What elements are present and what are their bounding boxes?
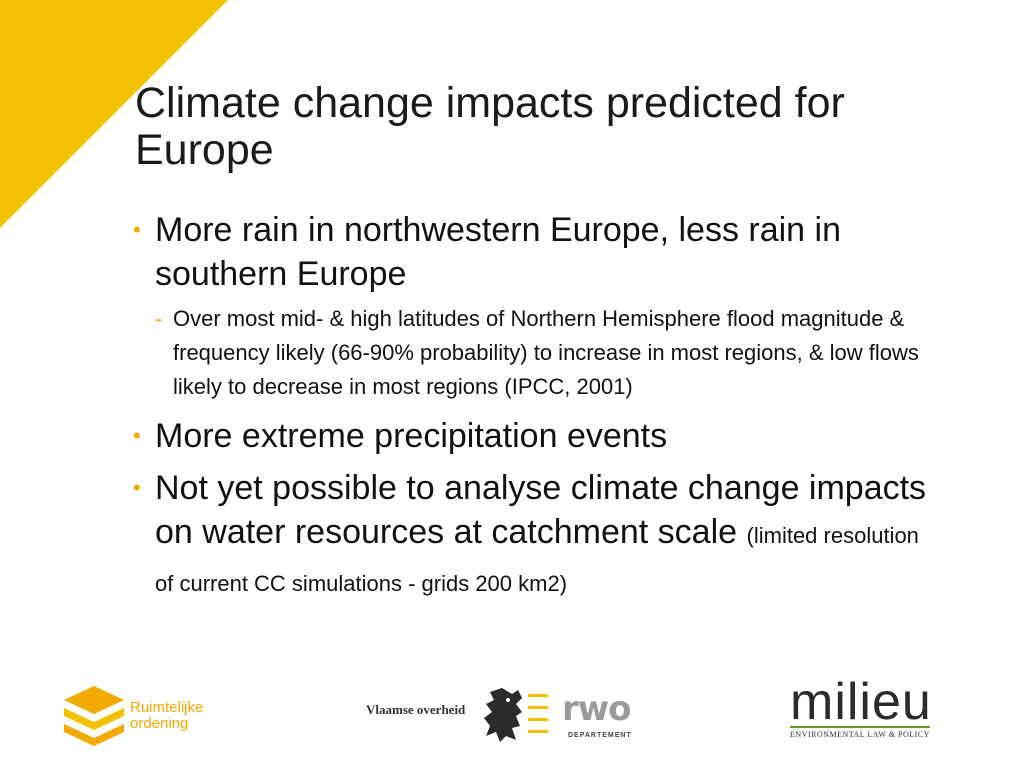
bullet-note: (limited resolution of current CC simula…: [155, 523, 919, 596]
slide-body: • More rain in northwestern Europe, less…: [133, 208, 933, 606]
rwo-departement-logo: rwo DEPARTEMENT: [562, 692, 640, 746]
bullet-dot-icon: •: [133, 217, 141, 242]
bullet-item: • More rain in northwestern Europe, less…: [133, 208, 933, 296]
yellow-stripes-icon: [528, 694, 548, 733]
bullet-text: Not yet possible to analyse climate chan…: [155, 469, 927, 551]
vlaamse-overheid-text: Vlaamse overheid: [366, 702, 466, 717]
footer-logos: Ruimtelijke ordening Vlaamse overheid rw…: [0, 670, 1024, 768]
yellow-corner-decoration: [0, 0, 228, 228]
dash-icon: -: [155, 306, 163, 331]
departement-text: DEPARTEMENT: [568, 732, 632, 739]
sub-bullet-text: Over most mid- & high latitudes of North…: [173, 306, 919, 399]
flemish-lion-icon: [484, 688, 522, 742]
bullet-item: • Not yet possible to analyse climate ch…: [133, 466, 933, 606]
bullet-item: • More extreme precipitation events: [133, 414, 933, 458]
bullet-text: More extreme precipitation events: [155, 417, 668, 455]
rwo-letters: rwo: [562, 689, 632, 729]
logo-text-line: ordening: [130, 715, 189, 732]
ruimtelijke-ordening-text: Ruimtelijke ordening: [130, 700, 203, 732]
logo-text-line: Ruimtelijke: [130, 699, 204, 716]
bullet-text: More rain in northwestern Europe, less r…: [155, 211, 841, 293]
bullet-dot-icon: •: [133, 475, 141, 500]
milieu-logo-text: milieu: [790, 673, 932, 731]
sub-bullet-item: - Over most mid- & high latitudes of Nor…: [133, 302, 933, 404]
milieu-tagline: ENVIRONMENTAL LAW & POLICY: [790, 726, 930, 739]
bullet-dot-icon: •: [133, 423, 141, 448]
ruimtelijke-ordening-logo-icon: [64, 686, 124, 746]
slide-title: Climate change impacts predicted for Eur…: [135, 79, 845, 174]
